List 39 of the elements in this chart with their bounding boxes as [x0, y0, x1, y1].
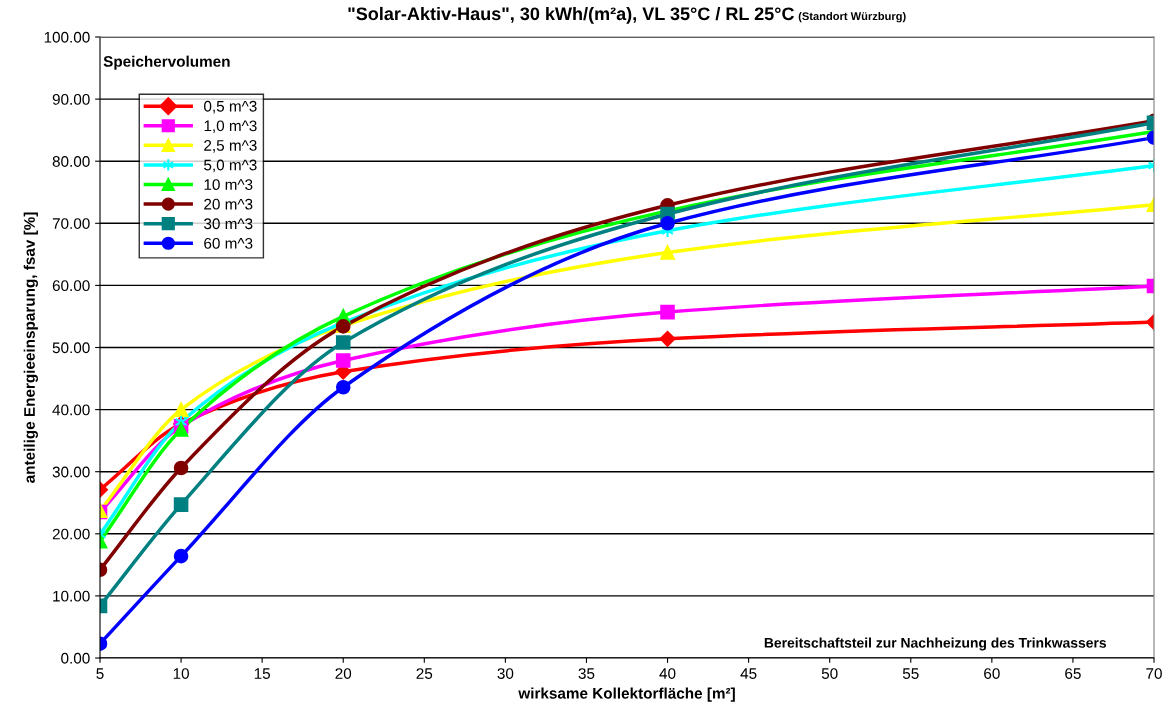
- legend-label: 60 m^3: [204, 237, 253, 249]
- x-axis-title: wirksame Kollektorfläche [m²]: [518, 687, 735, 702]
- x-tick-label: 35: [578, 668, 595, 679]
- y-tick-label: 30.00: [52, 466, 90, 478]
- x-tick-label: 5: [96, 668, 104, 679]
- x-tick-label: 40: [659, 668, 676, 679]
- y-axis-title: anteilige Energieeinsparung, fsav [%]: [23, 212, 38, 483]
- y-tick-label: 100.00: [44, 31, 90, 43]
- x-tick-label: 55: [902, 668, 919, 679]
- y-tick-label: 10.00: [53, 590, 90, 602]
- legend-label: 10 m^3: [204, 179, 253, 191]
- legend-label: 0,5 m^3: [204, 100, 257, 114]
- y-tick-label: 80.00: [52, 156, 90, 167]
- chart-title: "Solar-Aktiv-Haus", 30 kWh/(m²a), VL 35°C / RL 25°C: [348, 6, 794, 24]
- legend-title: Speichervolumen: [103, 55, 230, 70]
- x-tick-label: 20: [335, 668, 352, 679]
- legend-label: 5,0 m^3: [204, 159, 257, 173]
- legend-label: 30 m^3: [204, 218, 253, 230]
- legend-label: 2,5 m^3: [204, 140, 257, 153]
- x-tick-label: 60: [984, 668, 1000, 679]
- x-tick-label: 45: [740, 668, 757, 679]
- x-tick-label: 65: [1065, 668, 1081, 679]
- chart-subtitle: (Standort Würzburg): [798, 11, 906, 23]
- x-tick-label: 10: [173, 668, 189, 679]
- y-tick-label: 0.00: [61, 652, 90, 664]
- y-tick-label: 70.00: [52, 218, 90, 229]
- legend-label: 20 m^3: [204, 198, 253, 210]
- annotation: Bereitschaftsteil zur Nachheizung des Trinkwassers: [764, 637, 1107, 651]
- x-tick-label: 15: [254, 668, 271, 679]
- x-tick-label: 70: [1146, 668, 1162, 679]
- y-tick-label: 50.00: [52, 342, 90, 354]
- x-tick-label: 50: [821, 668, 838, 679]
- x-tick-label: 25: [416, 668, 433, 679]
- y-tick-label: 60.00: [52, 280, 90, 292]
- legend-label: 1,0 m^3: [204, 120, 257, 134]
- x-tick-label: 30: [497, 668, 514, 679]
- y-tick-label: 20.00: [52, 528, 90, 540]
- y-tick-label: 90.00: [52, 93, 90, 105]
- y-tick-label: 40.00: [52, 404, 90, 416]
